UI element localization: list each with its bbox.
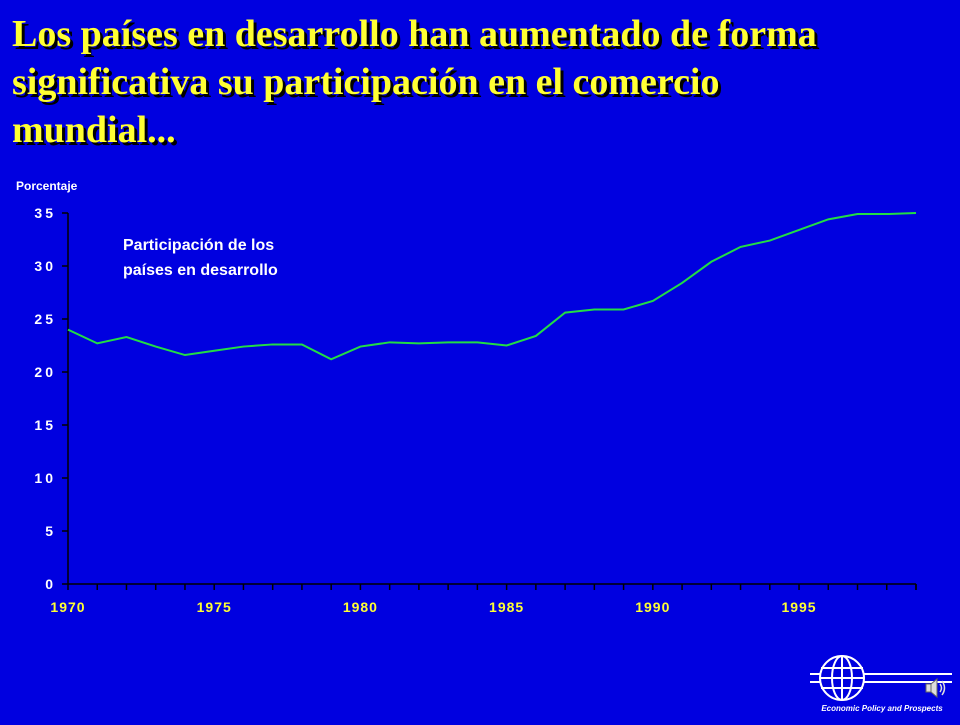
y-tick-label: 5 <box>45 523 56 539</box>
y-tick-label: 0 <box>45 576 56 592</box>
y-tick-label: 35 <box>34 205 56 221</box>
y-tick-label: 10 <box>34 470 56 486</box>
x-tick-label: 1970 <box>50 599 85 615</box>
series-annotation: Participación de los países en desarroll… <box>123 233 278 283</box>
speaker-icon[interactable] <box>924 676 950 705</box>
x-tick-label: 1990 <box>635 599 670 615</box>
y-tick-label: 30 <box>34 258 56 274</box>
y-axis-label: Porcentaje <box>16 179 78 193</box>
annotation-line-1: Participación de los <box>123 233 278 258</box>
x-tick-label: 1980 <box>343 599 378 615</box>
y-tick-label: 25 <box>34 311 56 327</box>
x-tick-label: 1995 <box>781 599 816 615</box>
y-tick-label: 20 <box>34 364 56 380</box>
x-tick-label: 1975 <box>197 599 232 615</box>
annotation-line-2: países en desarrollo <box>123 258 278 283</box>
x-tick-label: 1985 <box>489 599 524 615</box>
y-tick-label: 15 <box>34 417 56 433</box>
logo-text: Economic Policy and Prospects <box>812 704 952 713</box>
